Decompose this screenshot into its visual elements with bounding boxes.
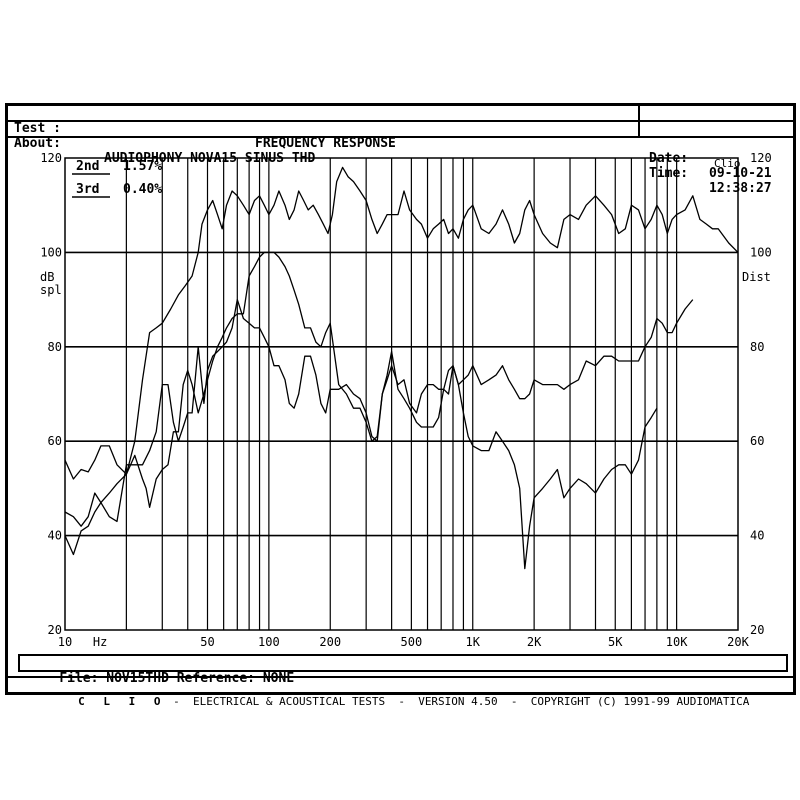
y-tick-label-right: 120 [750,151,772,165]
legend-value: 1.57% [123,159,162,174]
y-axis-label-right: Dist [742,270,771,284]
legend-name: 2nd [76,159,99,174]
x-tick-label: 100 [258,635,280,649]
test-value: FREQUENCY RESPONSE [255,136,396,151]
chart-legend: 2nd 1.57% 3rd 0.40% [72,159,162,198]
footer-brand: C L I O [78,695,167,708]
footer-divider [8,676,793,678]
plot-border [64,157,739,631]
legend-value: 0.40% [123,182,162,197]
test-label: Test : [14,121,61,136]
clio-window: Test : FREQUENCY RESPONSE Date: 09-10-21… [5,103,796,708]
series-line-3rd [64,251,694,556]
y-tick-label-right: 80 [750,340,764,354]
file-bar: File: NOV15THD Reference: NONE [18,654,788,686]
chart-labels: 20 20 40 40 60 60 80 80 100 100 120 120 10 Hz 50 100 200… [40,151,772,649]
x-tick-label: 20K [727,635,749,649]
x-tick-label: 200 [319,635,341,649]
y-tick-label-right: 20 [750,623,764,637]
y-tick-label-left: 80 [48,340,62,354]
y-tick-label-left: 20 [48,623,62,637]
y-axis-label-left-unit: spl [40,283,62,297]
time-value: 12:38:27 [709,181,772,196]
file-label: File: [59,671,99,686]
chart-grid [64,157,739,631]
reference-value: NONE [262,671,295,686]
y-tick-label-left: 60 [48,434,62,448]
x-tick-label: 2K [527,635,542,649]
header-bottom-divider [8,136,793,138]
header-divider [8,120,793,122]
x-tick-label: 10K [666,635,688,649]
legend-name: 3rd [76,182,99,197]
x-tick-label: 5K [608,635,623,649]
about-label: About: [14,136,61,151]
y-tick-label-right: 60 [750,434,764,448]
x-tick-label: 10 [58,635,72,649]
header-vertical-divider [638,106,640,138]
x-tick-label: 50 [200,635,214,649]
y-tick-label-left: 100 [40,245,62,259]
series-line-spl [64,166,739,480]
footer-text: - ELECTRICAL & ACOUSTICAL TESTS - VERSIO… [173,695,750,708]
file-value: NOV15THD [106,671,169,686]
chart-series [64,166,739,570]
x-tick-label: 500 [401,635,423,649]
date-value: 09-10-21 [709,166,772,181]
time-label: Time: [649,166,689,181]
footer-bar: C L I O - ELECTRICAL & ACOUSTICAL TESTS … [8,678,793,708]
corner-label: Clio [714,157,741,170]
x-tick-label: Hz [93,635,107,649]
x-tick-label: 1K [466,635,481,649]
series-line-2nd [64,298,658,570]
y-tick-label-left: 40 [48,529,62,543]
reference-label: Reference: [176,671,256,686]
y-tick-label-right: 100 [750,245,772,259]
y-tick-label-left: 120 [40,151,62,165]
y-axis-label-left: dB [40,270,54,284]
y-tick-label-right: 40 [750,529,764,543]
